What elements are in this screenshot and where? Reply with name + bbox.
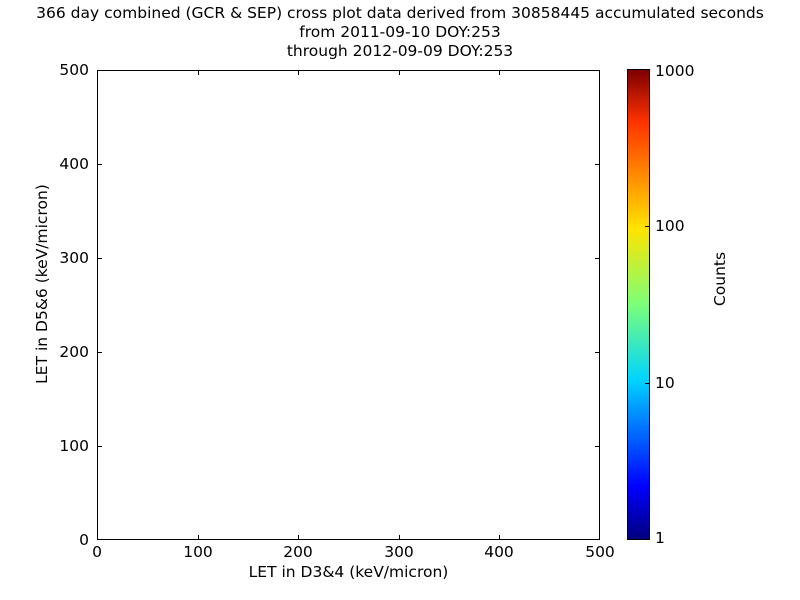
- y-tick-label: 200: [59, 343, 89, 361]
- chart-title: 366 day combined (GCR & SEP) cross plot …: [0, 4, 800, 61]
- colorbar-label: Counts: [711, 251, 729, 307]
- title-line-1: 366 day combined (GCR & SEP) cross plot …: [36, 4, 764, 22]
- colorbar-tick-mark: [645, 226, 650, 227]
- colorbar-tick-label: 100: [655, 217, 685, 235]
- x-tick-mark-top: [97, 70, 98, 75]
- y-tick-mark-right: [595, 164, 600, 165]
- x-tick-mark-top: [298, 70, 299, 75]
- title-line-3: through 2012-09-09 DOY:253: [286, 42, 514, 60]
- axes-frame: [97, 70, 600, 540]
- x-tick-label: 300: [384, 543, 414, 561]
- x-tick-mark: [97, 535, 98, 540]
- x-tick-mark-top: [198, 70, 199, 75]
- x-tick-label: 400: [484, 543, 514, 561]
- y-tick-mark: [97, 352, 102, 353]
- y-axis-label: LET in D5&6 (keV/micron): [33, 184, 51, 384]
- y-tick-mark-right: [595, 539, 600, 540]
- y-tick-mark: [97, 164, 102, 165]
- y-tick-mark-right: [595, 352, 600, 353]
- x-tick-label: 100: [183, 543, 213, 561]
- y-tick-mark: [97, 70, 102, 71]
- x-tick-mark: [499, 535, 500, 540]
- x-tick-label: 0: [92, 543, 102, 561]
- colorbar-tick-label: 1000: [655, 62, 695, 80]
- y-tick-mark: [97, 446, 102, 447]
- y-tick-label: 300: [59, 249, 89, 267]
- y-tick-label: 500: [59, 61, 89, 79]
- colorbar-frame: [627, 69, 650, 540]
- x-tick-mark-top: [599, 70, 600, 75]
- x-axis-label: LET in D3&4 (keV/micron): [248, 563, 449, 581]
- y-tick-mark-right: [595, 70, 600, 71]
- y-tick-mark: [97, 539, 102, 540]
- y-tick-mark-right: [595, 258, 600, 259]
- colorbar-gradient: [628, 70, 649, 539]
- colorbar-tick-label: 1: [655, 529, 665, 547]
- x-tick-mark: [599, 535, 600, 540]
- title-line-2: from 2011-09-10 DOY:253: [299, 23, 501, 41]
- x-tick-label: 500: [585, 543, 615, 561]
- x-tick-mark: [298, 535, 299, 540]
- colorbar-tick-mark: [645, 383, 650, 384]
- x-tick-mark: [198, 535, 199, 540]
- y-tick-label: 0: [79, 531, 89, 549]
- y-tick-mark-right: [595, 446, 600, 447]
- x-tick-label: 200: [283, 543, 313, 561]
- y-tick-label: 400: [59, 155, 89, 173]
- x-tick-mark-top: [399, 70, 400, 75]
- x-tick-mark-top: [499, 70, 500, 75]
- colorbar-tick-label: 10: [655, 374, 675, 392]
- x-tick-mark: [399, 535, 400, 540]
- y-tick-label: 100: [59, 437, 89, 455]
- y-tick-mark: [97, 258, 102, 259]
